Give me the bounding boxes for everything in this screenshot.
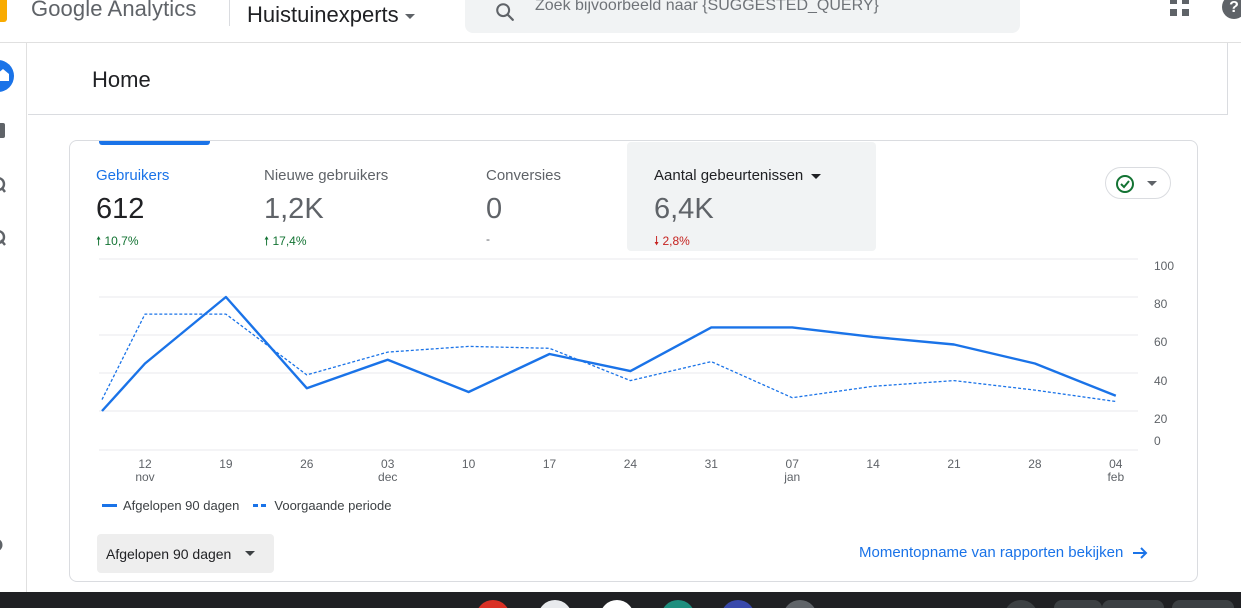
metric-label: Aantal gebeurtenissen <box>654 167 804 184</box>
legend-swatch-dashed <box>253 504 269 507</box>
shelf-status-icon[interactable] <box>1004 600 1038 608</box>
topbar-divider <box>229 0 230 26</box>
analytics-logo[interactable] <box>0 0 7 22</box>
legend-swatch-solid <box>102 504 117 507</box>
metric-change-value: 10,7% <box>104 234 139 248</box>
left-navigation <box>0 43 27 592</box>
metric-value: 0 <box>486 193 503 225</box>
snapshot-link-label: Momentopname van rapporten bekijken <box>859 544 1124 561</box>
x-tick-label: 26 <box>300 457 314 471</box>
svg-text:?: ? <box>1229 0 1239 16</box>
y-tick-label: 80 <box>1154 297 1168 311</box>
apps-grid-icon[interactable] <box>1169 0 1191 18</box>
shelf-status-icon[interactable] <box>1054 600 1102 608</box>
x-tick-label: 17 <box>543 457 557 471</box>
x-tick-label: 03 <box>381 457 395 471</box>
arrow-down-icon: 🠗 <box>654 234 660 248</box>
os-shelf <box>0 592 1241 608</box>
x-tick-label: 04 <box>1109 457 1123 471</box>
arrow-up-icon: 🠕 <box>264 234 270 248</box>
y-tick-label: 20 <box>1154 412 1168 426</box>
shelf-status-icon[interactable] <box>1102 600 1164 608</box>
app-name[interactable]: Google Analytics <box>31 0 197 21</box>
active-tab-indicator <box>99 141 210 145</box>
date-range-value: Afgelopen 90 dagen <box>106 545 232 562</box>
overview-card: Gebruikers 612 🠕 10,7% Nieuwe gebruikers… <box>69 140 1198 582</box>
y-tick-label: 0 <box>1154 434 1161 448</box>
page-title: Home <box>92 67 151 92</box>
page-header: Home <box>28 43 1228 115</box>
date-range-select[interactable]: Afgelopen 90 dagen <box>97 534 274 573</box>
admin-gear-icon[interactable] <box>0 536 6 554</box>
metric-change-value: 2,8% <box>662 234 690 248</box>
metric-value: 612 <box>96 193 145 225</box>
metric-label: Gebruikers <box>96 167 170 184</box>
legend-label-previous: Voorgaande periode <box>274 498 392 513</box>
shelf-status-icon[interactable] <box>1172 600 1234 608</box>
snapshot-link[interactable]: Momentopname van rapporten bekijken <box>859 544 1148 561</box>
x-tick-label: 14 <box>866 457 880 471</box>
shelf-app-icon[interactable] <box>476 600 510 608</box>
property-name: Huistuinexperts <box>247 2 399 27</box>
caret-down-icon <box>245 551 256 556</box>
reports-icon[interactable] <box>0 121 6 139</box>
x-tick-label: 19 <box>219 457 233 471</box>
search-icon <box>496 3 514 21</box>
x-tick-sublabel: feb <box>1107 470 1124 484</box>
explore-icon[interactable] <box>0 176 6 194</box>
series-line-current <box>101 295 1117 412</box>
x-tick-label: 10 <box>462 457 476 471</box>
shelf-app-icon[interactable] <box>661 600 695 608</box>
metric-dropdown[interactable]: Aantal gebeurtenissen <box>654 167 822 184</box>
home-icon <box>0 69 9 81</box>
metric-value: 1,2K <box>264 193 324 225</box>
search-input[interactable] <box>535 0 1005 15</box>
x-tick-label: 21 <box>947 457 961 471</box>
check-circle-icon <box>1116 175 1134 193</box>
search-bar[interactable] <box>465 0 1020 33</box>
caret-down-icon <box>811 173 822 179</box>
metric-change: 🠕 10,7% <box>96 232 139 253</box>
legend-label-current: Afgelopen 90 dagen <box>123 498 240 513</box>
chart-legend: Afgelopen 90 dagen Voorgaande periode <box>102 498 392 513</box>
series-line-previous <box>101 313 1116 403</box>
x-tick-sublabel: dec <box>378 470 397 484</box>
y-tick-label: 40 <box>1154 374 1168 388</box>
x-tick-label: 31 <box>705 457 719 471</box>
shelf-app-icon[interactable] <box>600 600 634 608</box>
arrow-right-icon <box>1133 546 1148 559</box>
caret-down-icon <box>1147 181 1157 186</box>
help-icon[interactable]: ? <box>1221 0 1241 20</box>
metric-change-value: 17,4% <box>272 234 307 248</box>
metric-tab-users[interactable]: Gebruikers 612 🠕 10,7% <box>96 141 256 251</box>
x-tick-label: 24 <box>624 457 638 471</box>
metric-tab-conversions[interactable]: Conversies 0 - <box>486 141 626 251</box>
top-app-bar: Google Analytics Huistuinexperts ? <box>0 0 1241 43</box>
chevron-down-icon <box>404 14 415 19</box>
data-quality-status-chip[interactable] <box>1105 167 1171 199</box>
shelf-app-icon[interactable] <box>783 600 817 608</box>
advertising-icon[interactable] <box>0 229 6 247</box>
shelf-app-icon[interactable] <box>721 600 755 608</box>
x-tick-label: 12 <box>138 457 152 471</box>
x-tick-label: 07 <box>786 457 800 471</box>
y-tick-label: 100 <box>1154 259 1174 273</box>
y-tick-label: 60 <box>1154 335 1168 349</box>
shelf-app-icon[interactable] <box>538 600 572 608</box>
metric-change: 🠗 2,8% <box>654 232 690 253</box>
metric-label: Conversies <box>486 167 562 184</box>
x-tick-sublabel: nov <box>135 470 154 484</box>
metric-value: 6,4K <box>654 193 714 225</box>
metric-tab-new-users[interactable]: Nieuwe gebruikers 1,2K 🠕 17,4% <box>264 141 464 251</box>
x-tick-sublabel: jan <box>783 470 800 484</box>
metric-tab-event-count[interactable]: Aantal gebeurtenissen 6,4K 🠗 2,8% <box>627 142 876 251</box>
metric-change-value: - <box>486 232 490 246</box>
metric-label: Nieuwe gebruikers <box>264 167 389 184</box>
property-selector[interactable]: Huistuinexperts <box>247 2 415 28</box>
x-tick-label: 28 <box>1028 457 1042 471</box>
metric-change: 🠕 17,4% <box>264 232 307 253</box>
nav-home-button[interactable] <box>0 60 14 92</box>
arrow-up-icon: 🠕 <box>96 234 102 248</box>
